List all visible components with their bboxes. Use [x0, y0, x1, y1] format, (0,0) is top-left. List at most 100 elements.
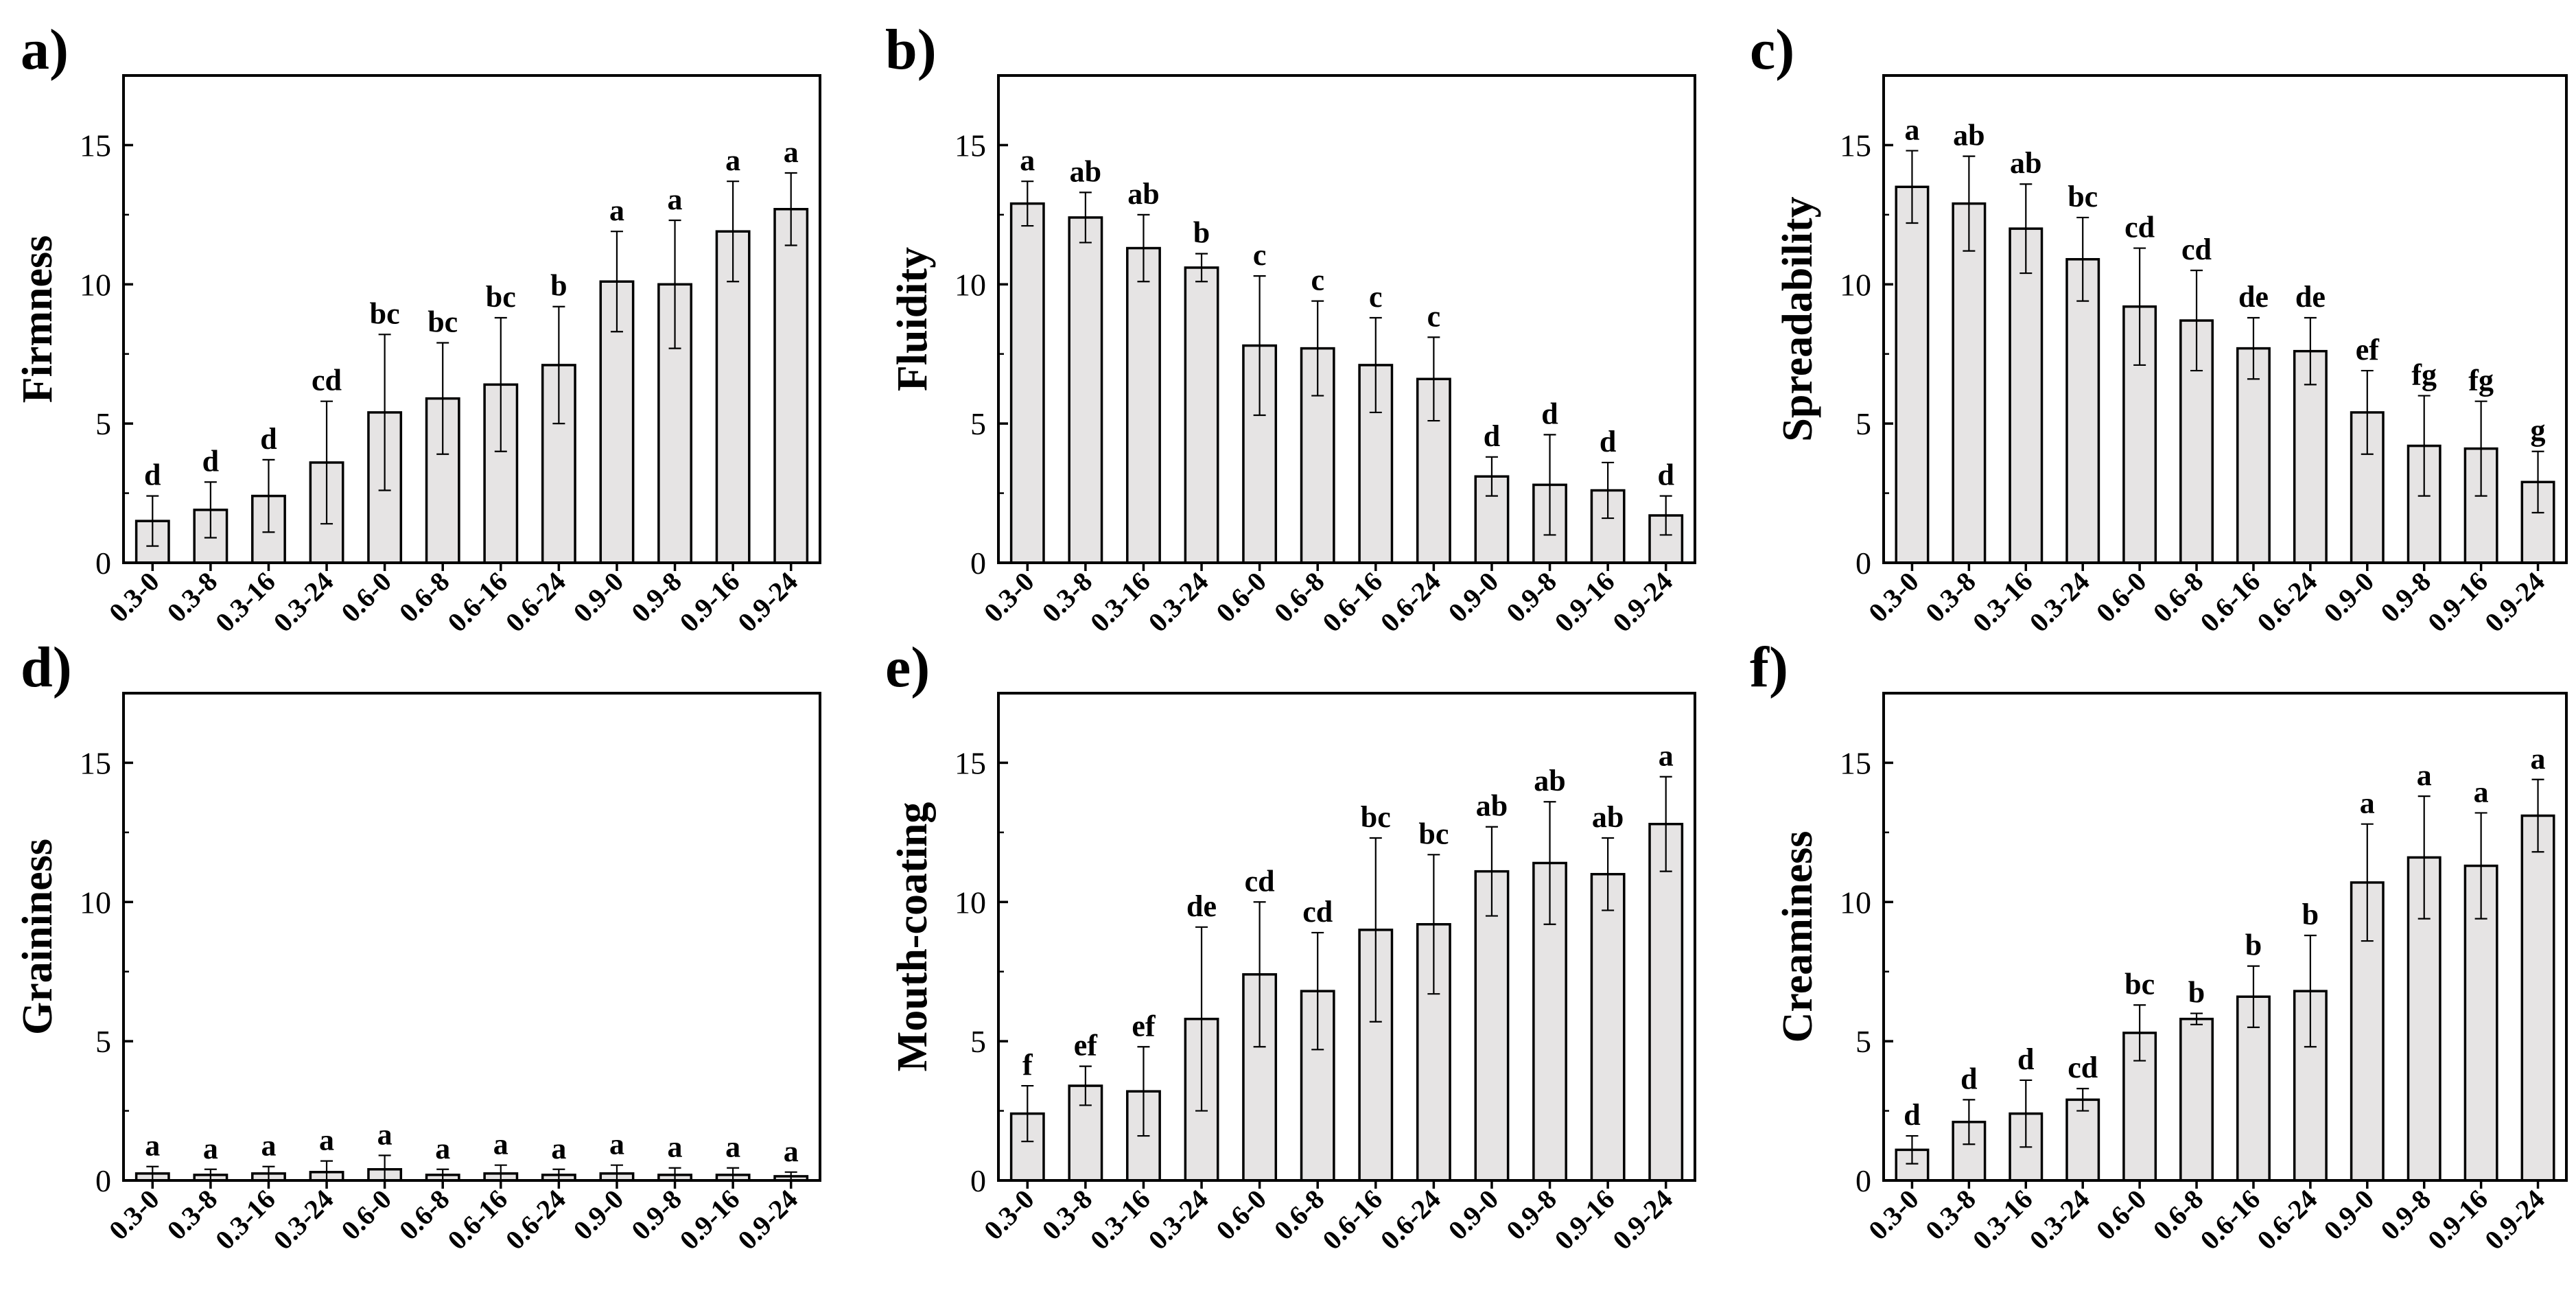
- panel-b-significance-label: c: [1427, 299, 1441, 333]
- panel-e-x-tick-label: 0.3-0: [978, 1184, 1040, 1246]
- panel-e-y-tick-label: 15: [955, 745, 986, 780]
- panel-b-significance-label: b: [1193, 216, 1210, 250]
- panel-d-significance-label: a: [668, 1130, 683, 1164]
- panel-d-x-tick-label: 0.6-0: [335, 1184, 397, 1246]
- panel-a-x-tick-label: 0.6-0: [335, 566, 397, 629]
- panel-d: d)Graininess051015a0.3-0a0.3-8a0.3-16a0.…: [14, 636, 821, 1256]
- panel-b-y-tick-label: 10: [955, 267, 986, 302]
- panel-c-y-tick-label: 0: [1855, 546, 1871, 581]
- panel-d-significance-label: a: [725, 1130, 740, 1164]
- panel-f: f)Creaminess051015d0.3-0d0.3-8d0.3-16cd0…: [1750, 636, 2568, 1256]
- panel-d-significance-label: a: [784, 1134, 799, 1168]
- panel-c-x-tick-label: 0.6-16: [2194, 566, 2266, 638]
- panel-f-significance-label: cd: [2068, 1051, 2098, 1084]
- panel-a-bar-0.6-8: [425, 397, 460, 564]
- panel-c-x-tick-label: 0.6-0: [2090, 566, 2153, 629]
- panel-d-significance-label: a: [435, 1132, 450, 1165]
- panel-d-significance-label: a: [319, 1123, 334, 1157]
- panel-c-x-tick-label: 0.3-0: [1862, 566, 1925, 629]
- panel-e-x-tick-label: 0.9-0: [1442, 1184, 1505, 1246]
- panel-a-significance-label: bc: [370, 296, 400, 330]
- panel-e-label: e): [885, 636, 930, 699]
- panel-c-x-tick-label: 0.9-16: [2422, 566, 2494, 638]
- panel-f-y-tick-label: 10: [1840, 885, 1871, 920]
- panel-e-significance-label: a: [1659, 739, 1674, 773]
- panel-c-significance-label: fg: [2411, 358, 2437, 392]
- panel-a-bar-0.9-24: [773, 207, 809, 564]
- panel-c-significance-label: cd: [2124, 211, 2155, 244]
- panel-e-bar-0.9-24: [1648, 822, 1684, 1182]
- panel-b-x-tick-label: 0.3-16: [1084, 566, 1156, 638]
- panel-a-x-tick-label: 0.9-24: [731, 566, 804, 638]
- panel-b-bar-0.3-8: [1068, 216, 1103, 564]
- panel-e-significance-label: bc: [1418, 817, 1449, 850]
- panel-d-y-tick-label: 15: [80, 745, 111, 780]
- panel-e-significance-label: ab: [1534, 764, 1565, 797]
- panel-a-significance-label: d: [202, 444, 219, 478]
- panel-c-significance-label: a: [1904, 113, 1919, 147]
- panel-d-significance-label: a: [261, 1129, 276, 1163]
- panel-f-significance-label: d: [1904, 1098, 1920, 1132]
- panel-b-y-axis-label: Fluidity: [889, 247, 936, 391]
- panel-b-x-tick-label: 0.6-0: [1210, 566, 1272, 629]
- panel-f-significance-label: a: [2474, 775, 2489, 808]
- panel-e-x-tick-label: 0.6-24: [1374, 1184, 1447, 1256]
- panel-c-bar-0.6-16: [2236, 347, 2271, 564]
- panel-a-significance-label: d: [260, 422, 277, 456]
- panel-e-bar-0.9-0: [1474, 870, 1510, 1182]
- panel-f-significance-label: a: [2531, 742, 2546, 776]
- panel-a-x-tick-label: 0.9-16: [674, 566, 746, 638]
- panel-d-significance-label: a: [203, 1132, 218, 1165]
- panel-c-x-tick-label: 0.3-24: [2024, 566, 2096, 638]
- panel-c-significance-label: ef: [2356, 333, 2380, 366]
- panel-c-bar-0.3-24: [2065, 258, 2100, 564]
- panel-f-x-tick-label: 0.9-16: [2422, 1184, 2494, 1256]
- panel-b-significance-label: d: [1600, 425, 1616, 458]
- panel-c-significance-label: cd: [2181, 233, 2212, 266]
- panel-a-x-tick-label: 0.6-24: [500, 566, 572, 638]
- panel-a-significance-label: a: [725, 143, 740, 177]
- panel-d-y-tick-label: 0: [95, 1163, 111, 1198]
- panel-b-bar-0.3-0: [1009, 202, 1045, 564]
- panel-f-y-tick-label: 0: [1855, 1163, 1871, 1198]
- panel-d-x-tick-label: 0.6-24: [500, 1184, 572, 1256]
- panel-c-bar-0.3-8: [1952, 202, 1987, 564]
- panel-a-y-tick-label: 10: [80, 267, 111, 302]
- panel-c-x-tick-label: 0.3-16: [1967, 566, 2039, 638]
- panel-c-y-tick-label: 5: [1855, 406, 1871, 441]
- panel-f-significance-label: b: [2245, 929, 2262, 962]
- panel-f-significance-label: bc: [2124, 967, 2155, 1001]
- panel-e-frame: [997, 692, 1696, 1182]
- panel-c-significance-label: de: [2295, 280, 2326, 314]
- panel-e-x-tick-label: 0.6-16: [1316, 1184, 1388, 1256]
- panel-b-significance-label: a: [1020, 143, 1035, 177]
- panel-c-significance-label: g: [2531, 414, 2546, 447]
- panel-f-x-tick-label: 0.9-24: [2479, 1184, 2551, 1256]
- panel-b-y-tick-label: 5: [970, 406, 986, 441]
- panel-d-significance-label: a: [551, 1132, 566, 1165]
- panel-a-y-tick-label: 0: [95, 546, 111, 581]
- panel-d-significance-label: a: [493, 1128, 508, 1161]
- panel-a-significance-label: d: [144, 458, 161, 492]
- panel-e-y-tick-label: 0: [970, 1163, 986, 1198]
- panel-f-x-tick-label: 0.3-0: [1862, 1184, 1925, 1246]
- panel-a-significance-label: cd: [312, 364, 342, 397]
- panel-b-frame: [997, 74, 1696, 564]
- panel-e-bar-0.9-16: [1590, 872, 1626, 1182]
- panel-b-x-tick-label: 0.3-0: [978, 566, 1040, 629]
- panel-f-bar-0.9-24: [2520, 814, 2555, 1182]
- panel-a-significance-label: bc: [486, 280, 516, 314]
- panel-a-frame: [122, 74, 821, 564]
- panel-e: e)Mouth-coating051015f0.3-0ef0.3-8ef0.3-…: [885, 636, 1696, 1256]
- panel-e-significance-label: bc: [1361, 800, 1391, 834]
- panel-d-x-tick-label: 0.9-24: [731, 1184, 804, 1256]
- panel-c-y-tick-label: 15: [1840, 128, 1871, 163]
- panel-b-x-tick-label: 0.6-24: [1374, 566, 1447, 638]
- panel-b-y-tick-label: 15: [955, 128, 986, 163]
- panel-b-significance-label: ab: [1127, 177, 1159, 211]
- panel-e-significance-label: ab: [1476, 789, 1508, 823]
- panel-e-significance-label: cd: [1302, 895, 1333, 929]
- panel-f-x-tick-label: 0.6-0: [2090, 1184, 2153, 1246]
